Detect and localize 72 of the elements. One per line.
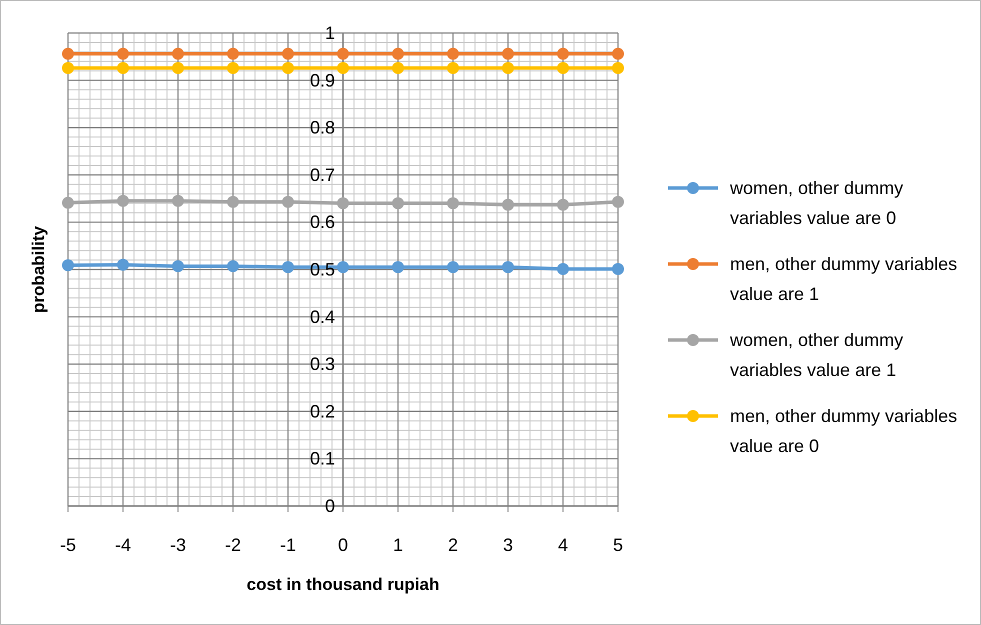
point xyxy=(62,196,74,209)
y-tick-label: 0.2 xyxy=(310,401,335,422)
legend-label: women, other dummy variables value are 1 xyxy=(729,330,904,380)
point xyxy=(172,194,184,207)
point xyxy=(447,48,459,60)
y-tick-label: 0.9 xyxy=(310,70,335,90)
legend-label: men, other dummy variables value are 0 xyxy=(730,406,958,456)
point xyxy=(282,196,294,208)
point xyxy=(502,48,514,60)
point xyxy=(227,196,239,208)
point xyxy=(117,62,129,74)
point xyxy=(227,48,239,60)
point xyxy=(392,62,404,74)
x-tick-label: -2 xyxy=(224,535,242,555)
point xyxy=(172,62,184,74)
legend-label: men, other dummy variables value are 1 xyxy=(730,254,958,304)
y-tick-label: 0.7 xyxy=(310,164,335,185)
point xyxy=(62,259,74,272)
point xyxy=(337,48,349,60)
point xyxy=(117,194,129,207)
point xyxy=(62,48,74,60)
y-tick-label: 0 xyxy=(324,496,335,516)
point xyxy=(282,48,294,60)
point xyxy=(337,261,349,274)
x-tick-label: -3 xyxy=(170,535,186,555)
point xyxy=(557,263,569,276)
point xyxy=(392,197,404,210)
y-tick-label: 0.3 xyxy=(310,354,335,374)
x-tick-label: 5 xyxy=(612,535,624,555)
x-tick-label: -1 xyxy=(280,535,296,555)
x-tick-label: -4 xyxy=(114,535,132,555)
point xyxy=(502,198,514,211)
point xyxy=(612,263,624,276)
x-tick-label: 2 xyxy=(448,535,458,555)
y-tick-label: 0.4 xyxy=(310,306,335,327)
point xyxy=(502,62,514,74)
point xyxy=(172,260,184,272)
point xyxy=(502,261,514,274)
x-tick-label: 4 xyxy=(558,535,568,555)
point xyxy=(337,62,349,74)
x-tick-label: 3 xyxy=(502,535,514,555)
point xyxy=(392,48,404,60)
legend-label: women, other dummy variables value are 0 xyxy=(729,178,904,228)
point xyxy=(117,48,129,60)
point xyxy=(227,62,239,74)
point xyxy=(447,261,459,274)
point xyxy=(117,258,129,271)
point xyxy=(557,48,569,60)
point xyxy=(612,196,624,208)
point xyxy=(447,62,459,74)
x-tick-label: 0 xyxy=(338,535,348,555)
point xyxy=(172,48,184,60)
x-tick-label: -5 xyxy=(60,535,76,555)
point xyxy=(447,197,459,210)
point xyxy=(612,62,624,74)
point xyxy=(282,261,294,274)
x-axis-title: cost in thousand rupiah xyxy=(246,575,440,594)
point xyxy=(557,62,569,74)
point xyxy=(62,62,74,74)
y-tick-label: 0.5 xyxy=(310,260,335,280)
y-tick-label: 0.6 xyxy=(310,212,335,232)
y-axis-title: probability xyxy=(29,226,48,313)
point xyxy=(282,62,294,74)
y-tick-label: 1 xyxy=(324,23,335,43)
point xyxy=(337,197,349,210)
point xyxy=(557,198,569,211)
point xyxy=(227,260,239,272)
y-tick-label: 0.1 xyxy=(310,448,335,469)
y-tick-label: 0.8 xyxy=(310,118,335,138)
point xyxy=(612,48,624,60)
point xyxy=(392,261,404,274)
x-tick-label: 1 xyxy=(392,535,404,555)
